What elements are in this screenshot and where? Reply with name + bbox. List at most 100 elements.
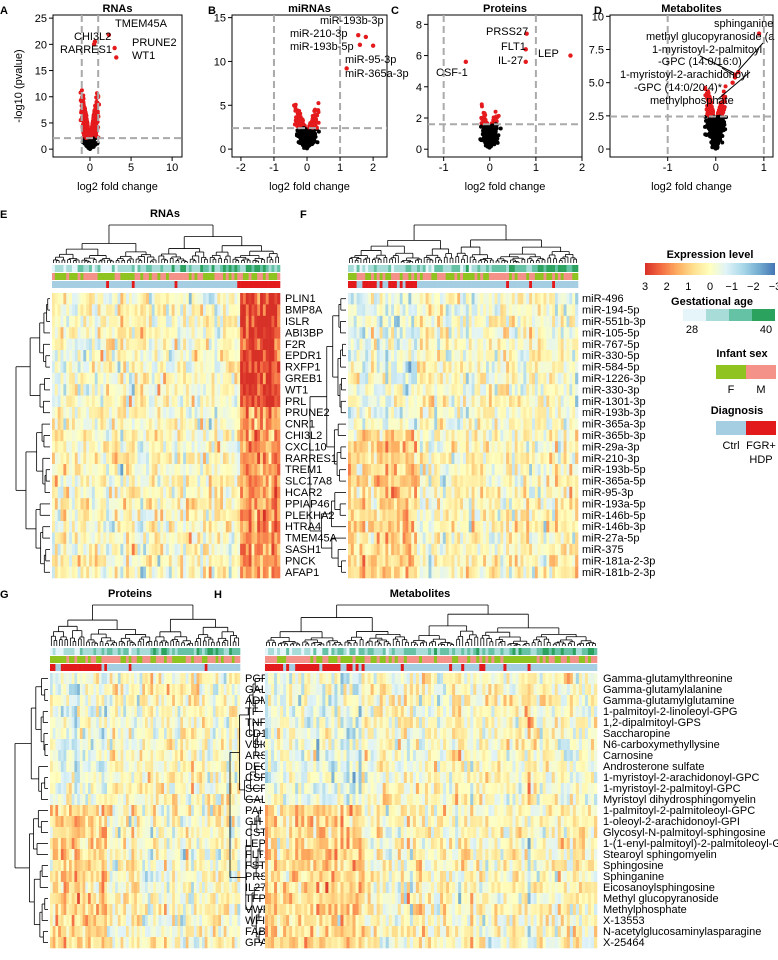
heatmap-cell [91,327,96,339]
point-label: sphinganine [714,18,773,30]
heatmap-cell [54,407,58,419]
heatmap-cell [94,407,98,419]
heatmap-cell [109,429,113,442]
heatmap-cell [94,304,98,317]
heatmap-cell [231,372,235,385]
heatmap-cell [54,429,58,442]
heatmap-cell [148,361,153,374]
heatmap-cell [117,407,121,419]
heatmap-cell [257,315,261,328]
heatmap-cell [111,350,115,362]
point-label: methyl glucopyranoside (a + b) [646,31,778,43]
heatmap-cell [77,372,81,385]
heatmap-cell [146,384,150,396]
heatmap-cell [191,464,195,476]
data-point [713,120,718,125]
heatmap-cell [60,464,64,476]
heatmap-cell [208,372,212,385]
labeled-point [370,43,376,48]
heatmap-cell [214,395,218,408]
heatmap-cell [157,315,161,328]
heatmap-cell [200,418,204,431]
heatmap-cell [143,418,147,431]
heatmap-cell [203,327,207,339]
heatmap-cell [274,429,278,442]
heatmap-cell [168,429,172,442]
panel-label-E: E [0,209,7,221]
heatmap-cell [242,372,247,385]
heatmap-cell [71,452,76,465]
heatmap-cell [277,384,281,396]
heatmap-cell [220,418,224,431]
heatmap-cell [137,418,141,431]
heatmap-cell [194,407,198,419]
heatmap-cell [111,418,115,431]
heatmap-cell [260,418,264,431]
heatmap-cell [240,452,244,465]
heatmap-cell [171,327,175,339]
data-point [492,117,497,122]
heatmap-cell [83,361,87,374]
y-tick-label: 2.5 [589,111,604,123]
heatmap-cell [174,384,178,396]
heatmap-cell [274,372,278,385]
heatmap-cell [183,464,187,476]
heatmap-cell [140,395,144,408]
heatmap-cell [177,350,181,362]
heatmap-cell [117,441,121,453]
heatmap-cell [148,429,153,442]
heatmap-cell [197,429,201,442]
heatmap-cell [254,293,258,305]
heatmap-cell [148,304,153,317]
heatmap-cell [83,418,87,431]
heatmap-cell [271,338,275,351]
heatmap-cell [71,418,76,431]
heatmap-cell [71,361,76,374]
data-point [298,134,303,139]
heatmap-cell [171,395,175,408]
heatmap-cell [208,327,212,339]
heatmap-cell [148,350,153,362]
heatmap-cell [157,429,161,442]
heatmap-cell [214,464,218,476]
heatmap-cell [257,338,261,351]
heatmap-cell [80,361,84,374]
heatmap-cell [74,464,78,476]
heatmap-cell [208,293,212,305]
heatmap-cell [83,327,87,339]
heatmap-cell [254,327,258,339]
heatmap-cell [131,464,135,476]
y-tick-label: 10 [592,11,604,23]
heatmap-cell [97,418,101,431]
heatmap-cell [157,372,161,385]
heatmap-cell [166,407,170,419]
heatmap-cell [57,372,61,385]
heatmap-cell [128,361,133,374]
heatmap-cell [163,452,167,465]
heatmap-cell [231,395,235,408]
heatmap-cell [137,407,141,419]
heatmap-cell [52,372,56,385]
heatmap-cell [74,361,78,374]
heatmap-cell [180,338,184,351]
y-tick-label: 20 [35,39,47,51]
heatmap-cell [160,441,164,453]
heatmap-cell [89,315,93,328]
heatmap-cell [94,418,98,431]
heatmap-cell [114,315,118,328]
heatmap-cell [180,464,184,476]
heatmap-cell [260,372,264,385]
heatmap-cell [265,372,269,385]
heatmap-cell [248,452,252,465]
heatmap-cell [100,429,104,442]
heatmap-cell [268,452,272,465]
heatmap-cell [120,304,124,317]
heatmap-cell [268,361,272,374]
y-tick-label: 4 [416,82,422,94]
heatmap-cell [134,384,138,396]
heatmap-cell [177,338,181,351]
heatmap-cell [106,315,110,328]
heatmap-cell [211,327,215,339]
point-label: LEP [538,48,559,60]
heatmap-cell [126,327,130,339]
